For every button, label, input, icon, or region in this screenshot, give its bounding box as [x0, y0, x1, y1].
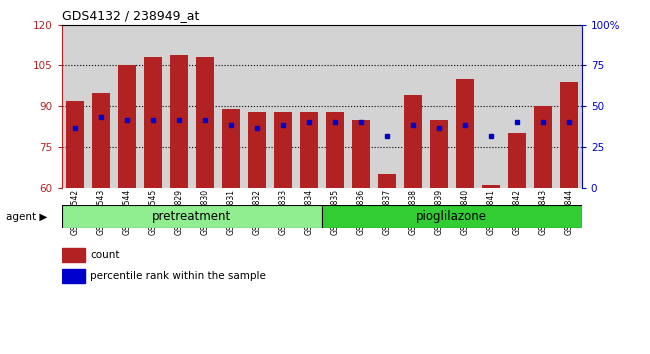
Text: GDS4132 / 238949_at: GDS4132 / 238949_at: [62, 9, 199, 22]
Bar: [404, 95, 422, 188]
Bar: [192, 25, 218, 188]
Bar: [348, 25, 374, 188]
Bar: [534, 106, 552, 188]
Bar: [62, 248, 85, 262]
Bar: [270, 25, 296, 188]
Bar: [92, 93, 110, 188]
Bar: [144, 57, 162, 188]
Bar: [166, 25, 192, 188]
Bar: [88, 25, 114, 188]
Bar: [248, 112, 266, 188]
Bar: [400, 25, 426, 188]
Bar: [218, 25, 244, 188]
Bar: [170, 55, 188, 188]
Bar: [556, 25, 582, 188]
Bar: [530, 25, 556, 188]
Bar: [244, 25, 270, 188]
Bar: [62, 205, 322, 228]
Bar: [374, 25, 400, 188]
Bar: [326, 112, 344, 188]
Text: agent ▶: agent ▶: [6, 212, 48, 222]
Bar: [478, 25, 504, 188]
Bar: [66, 101, 84, 188]
Bar: [196, 57, 214, 188]
Bar: [378, 174, 396, 188]
Bar: [140, 25, 166, 188]
Text: pioglilazone: pioglilazone: [416, 210, 488, 223]
Bar: [62, 25, 88, 188]
Text: percentile rank within the sample: percentile rank within the sample: [90, 271, 266, 281]
Bar: [456, 79, 474, 188]
Bar: [296, 25, 322, 188]
Bar: [322, 205, 582, 228]
Bar: [300, 112, 318, 188]
Bar: [426, 25, 452, 188]
Bar: [118, 65, 136, 188]
Bar: [62, 269, 85, 283]
Bar: [482, 185, 500, 188]
Bar: [352, 120, 370, 188]
Bar: [222, 109, 240, 188]
Bar: [322, 25, 348, 188]
Bar: [274, 112, 292, 188]
Bar: [560, 82, 578, 188]
Text: pretreatment: pretreatment: [152, 210, 231, 223]
Bar: [508, 133, 526, 188]
Bar: [452, 25, 478, 188]
Bar: [504, 25, 530, 188]
Text: count: count: [90, 250, 120, 260]
Bar: [430, 120, 448, 188]
Bar: [114, 25, 140, 188]
